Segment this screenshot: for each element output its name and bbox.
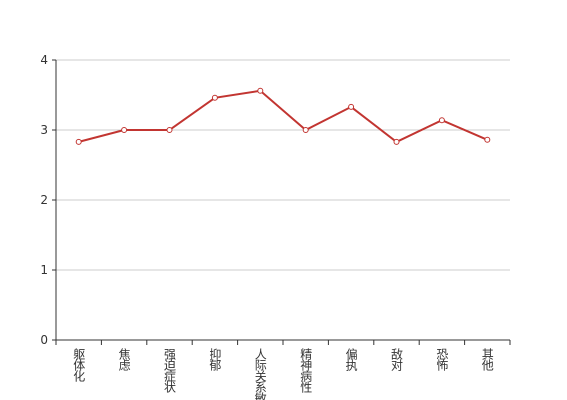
x-tick-label: 抑郁 — [208, 347, 222, 372]
point — [166, 127, 173, 133]
x-tick-label: 精神病性 — [299, 348, 313, 394]
point — [438, 117, 445, 124]
y-tick-label: 3 — [40, 123, 48, 137]
x-tick-label: 躯体化 — [72, 347, 86, 383]
point — [393, 138, 400, 145]
y-tick-label: 2 — [40, 193, 48, 207]
x-tick-label: 强迫症状 — [163, 348, 177, 393]
x-tick-label: 其他 — [480, 348, 494, 371]
y-tick-label: 4 — [40, 53, 48, 67]
point — [302, 127, 309, 133]
x-tick-label: 恐怖 — [435, 348, 449, 371]
point — [348, 103, 355, 110]
line — [78, 89, 488, 144]
x-tick-label: 焦虑 — [117, 348, 131, 371]
point — [211, 94, 218, 101]
x-tick-label: 人际关系敏感 — [253, 348, 267, 400]
point — [257, 87, 264, 94]
x-tick-label: 偏执 — [344, 347, 358, 372]
point — [75, 138, 82, 145]
point — [484, 136, 491, 143]
y-tick-label: 1 — [40, 263, 48, 277]
point — [121, 127, 128, 133]
x-tick-label: 敌对 — [390, 347, 404, 371]
y-tick-label: 0 — [40, 333, 48, 347]
